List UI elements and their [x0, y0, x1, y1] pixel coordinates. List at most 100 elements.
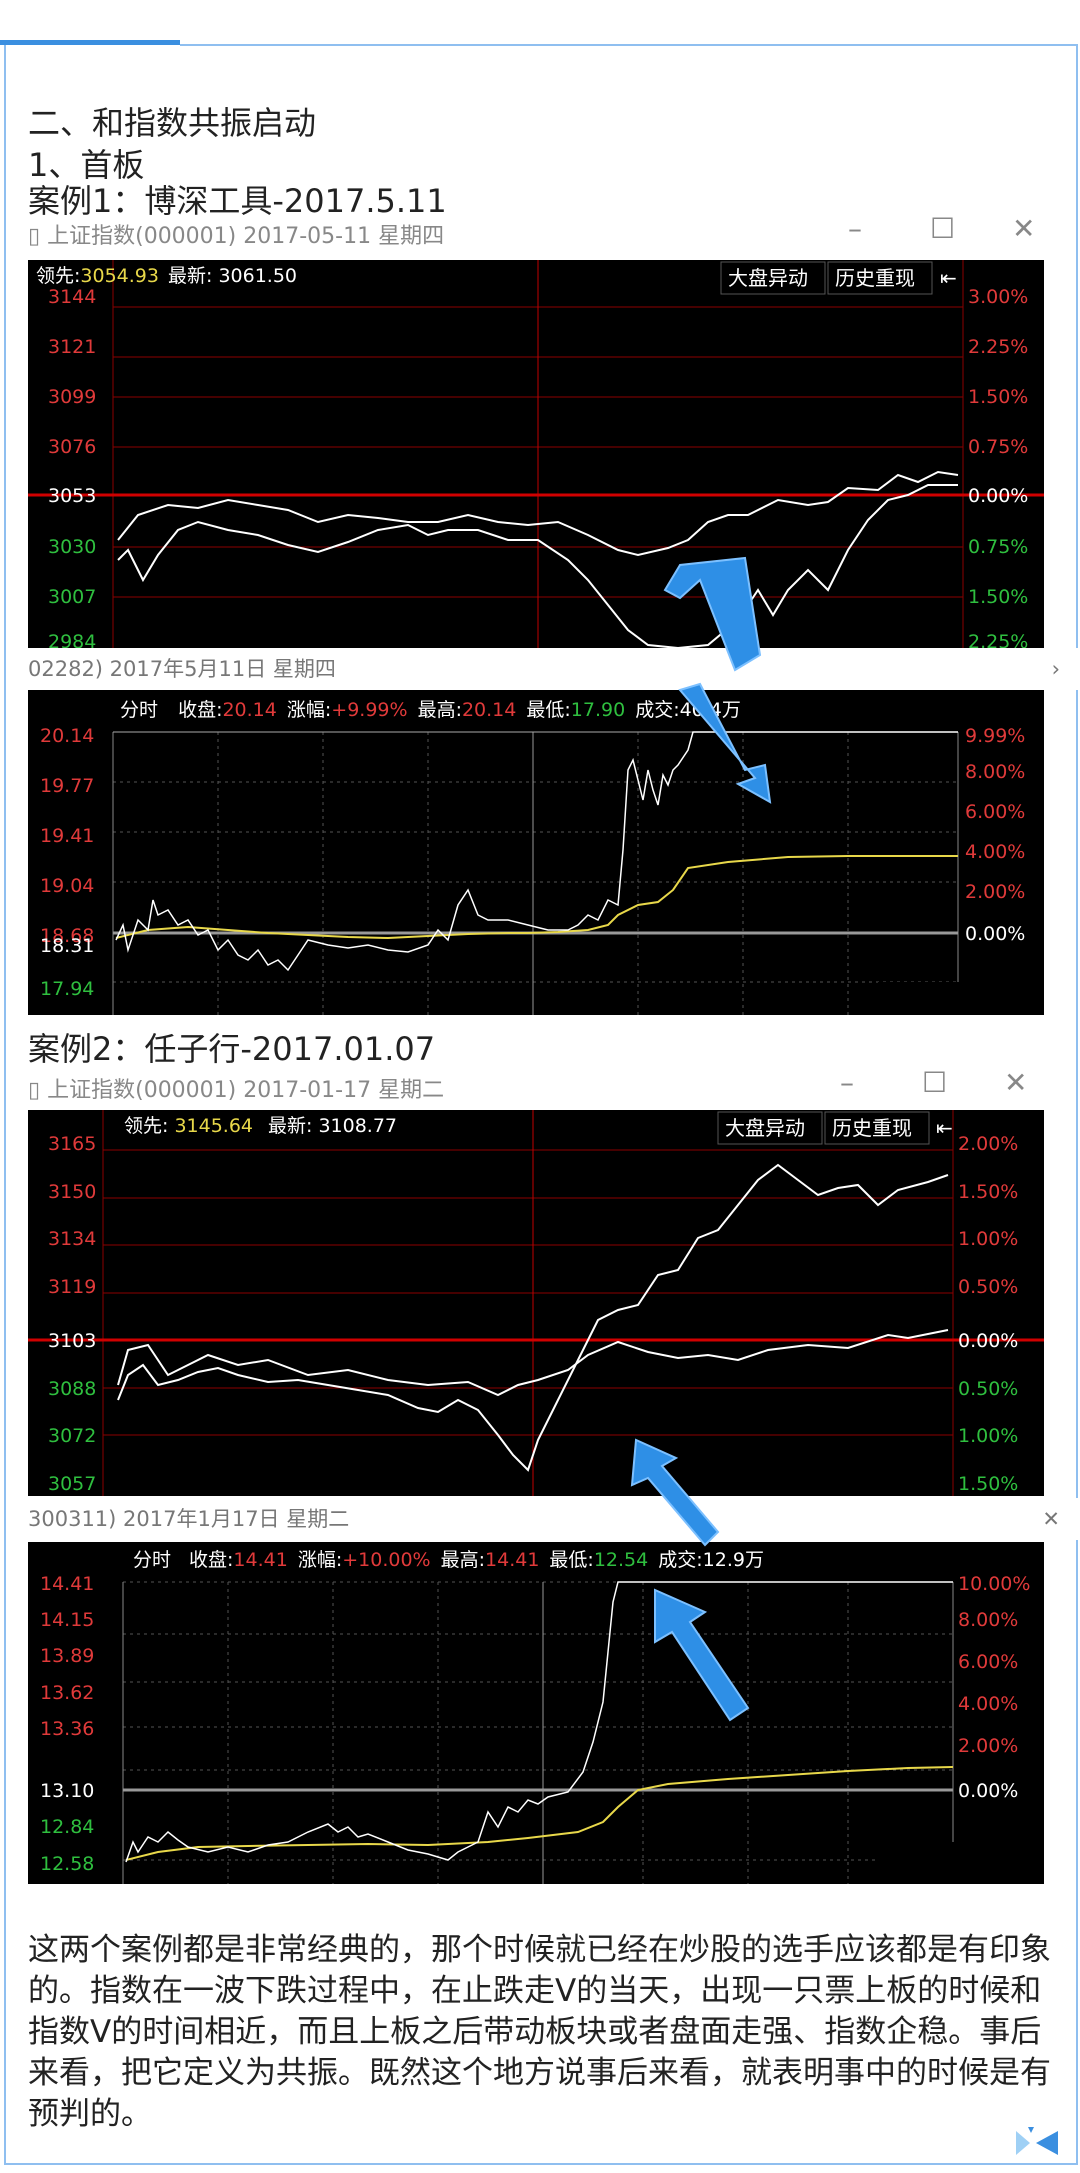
market-anomaly-button[interactable]: 大盘异动	[725, 1116, 805, 1140]
price-line	[125, 1581, 953, 1863]
y-tick: 3103	[48, 1330, 96, 1352]
y-tick: 3134	[48, 1228, 96, 1250]
chart-footer	[878, 982, 1018, 1015]
y-tick: 3072	[48, 1425, 96, 1447]
y-tick: 20.14	[40, 725, 94, 747]
y-tick-pct: 4.00%	[965, 841, 1025, 863]
y-tick: 3007	[48, 586, 96, 608]
history-replay-button[interactable]: 历史重现	[835, 266, 915, 290]
subsection-heading: 1、首板	[28, 146, 145, 184]
case2-arrows	[630, 1438, 750, 1722]
case2-lead: 领先: 3145.64	[124, 1115, 253, 1137]
y-tick-pct: 1.00%	[958, 1228, 1018, 1250]
y-tick-pct: 6.00%	[958, 1651, 1018, 1673]
y-tick: 3088	[48, 1378, 96, 1400]
avg-price-line	[115, 855, 958, 940]
y-tick: 13.62	[40, 1682, 94, 1704]
back-icon[interactable]: ⇤	[936, 1116, 953, 1140]
maximize-icon[interactable]: ☐	[930, 212, 956, 245]
y-tick: 13.89	[40, 1645, 94, 1667]
y-tick: 17.94	[40, 978, 94, 1000]
history-replay-button[interactable]: 历史重现	[832, 1116, 912, 1140]
case1-arrows	[663, 556, 772, 804]
y-tick-pct: 0.50%	[958, 1378, 1018, 1400]
case2-index-chart: 领先: 3145.64 最新: 3108.77 大盘异动 历史重现 ⇤ 3165…	[28, 1110, 1044, 1496]
index-line-a	[117, 470, 959, 557]
chart-footer	[878, 1842, 1044, 1884]
y-tick-pct: 6.00%	[965, 801, 1025, 823]
y-tick-pct: 2.00%	[958, 1133, 1018, 1155]
case1-label: 案例1：博深工具-2017.5.11	[28, 182, 447, 220]
y-tick: 3076	[48, 436, 96, 458]
case2-stock-chart: 分时 收盘:14.41 涨幅:+10.00% 最高:14.41 最低:12.54 成交:1…	[28, 1542, 1044, 1884]
y-tick: 2984	[48, 631, 96, 648]
y-tick: 12.58	[40, 1853, 94, 1875]
close-icon[interactable]: ✕	[1042, 1507, 1060, 1531]
y-tick: 3057	[48, 1473, 96, 1495]
back-icon[interactable]: ⇤	[940, 266, 957, 290]
y-tick: 3144	[48, 286, 96, 308]
y-tick-pct: 0.75%	[968, 436, 1028, 458]
content-frame	[4, 45, 1078, 2165]
index-line-a	[117, 1329, 949, 1397]
case2-stock-header: 300311) 2017年1月17日 星期二 ✕	[28, 1498, 1078, 1540]
minimize-icon[interactable]: –	[840, 1066, 854, 1099]
y-tick: 19.77	[40, 775, 94, 797]
y-tick: 3099	[48, 386, 96, 408]
header-accent-bar	[0, 40, 180, 45]
y-tick: 3119	[48, 1276, 96, 1298]
y-tick-pct: 0.75%	[968, 536, 1028, 558]
chevron-right-icon[interactable]: ›	[1051, 657, 1060, 681]
y-tick: 3150	[48, 1181, 96, 1203]
minimize-icon[interactable]: –	[848, 212, 862, 245]
y-tick-pct: 2.25%	[968, 336, 1028, 358]
section-heading: 二、和指数共振启动	[28, 104, 317, 142]
y-tick-pct: 3.00%	[968, 286, 1028, 308]
y-tick: 13.10	[40, 1780, 94, 1802]
y-tick-pct: 2.00%	[965, 881, 1025, 903]
y-tick: 19.41	[40, 825, 94, 847]
y-tick-pct: 0.00%	[958, 1780, 1018, 1802]
y-tick-pct: 0.00%	[958, 1330, 1018, 1352]
case1-window-title: ▯ 上证指数(000001) 2017-05-11 星期四	[28, 224, 445, 249]
arrow-icon	[654, 1588, 750, 1722]
y-tick-pct: 1.50%	[958, 1181, 1018, 1203]
y-tick-pct: 9.99%	[965, 725, 1025, 747]
y-tick-pct: 10.00%	[958, 1573, 1030, 1595]
logo-icon	[1016, 2127, 1058, 2155]
y-tick-pct: 1.00%	[958, 1425, 1018, 1447]
price-line	[115, 731, 958, 972]
y-tick-pct: 4.00%	[958, 1693, 1018, 1715]
close-icon[interactable]: ✕	[1012, 212, 1036, 245]
arrow-icon	[630, 1438, 720, 1547]
case2-latest: 最新: 3108.77	[268, 1115, 397, 1137]
y-tick-pct: 0.00%	[965, 923, 1025, 945]
close-icon[interactable]: ✕	[1004, 1066, 1028, 1099]
y-tick: 14.15	[40, 1609, 94, 1631]
index-line-b	[117, 1163, 949, 1472]
body-paragraph: 这两个案例都是非常经典的，那个时候就已经在炒股的选手应该都是有印象的。指数在一波…	[28, 1932, 1051, 2132]
maximize-icon[interactable]: ☐	[922, 1066, 948, 1099]
case1-latest: 最新: 3061.50	[168, 265, 297, 287]
frame-top-border	[180, 44, 1078, 46]
arrow-icon	[678, 682, 772, 804]
y-tick: 3053	[48, 485, 96, 507]
case1-stock-chart: 分时 收盘:20.14涨幅:+9.99%最高:20.14最低:17.90成交:4…	[28, 690, 1044, 1015]
y-tick: 18.31	[40, 935, 94, 957]
y-tick: 18.68	[40, 925, 94, 947]
y-tick-pct: 1.50%	[968, 386, 1028, 408]
case1-stock-header: 02282) 2017年5月11日 星期四 ›	[28, 648, 1078, 690]
y-tick: 12.84	[40, 1816, 94, 1838]
y-tick: 3030	[48, 536, 96, 558]
y-tick-pct: 1.50%	[968, 586, 1028, 608]
stock-stats: 分时 收盘:20.14涨幅:+9.99%最高:20.14最低:17.90成交:4…	[120, 699, 741, 721]
y-tick: 3165	[48, 1133, 96, 1155]
case2-window-title: ▯ 上证指数(000001) 2017-01-17 星期二	[28, 1078, 445, 1103]
y-tick-pct: 2.25%	[968, 631, 1028, 648]
index-line-b	[117, 484, 958, 648]
market-anomaly-button[interactable]: 大盘异动	[728, 266, 808, 290]
y-tick-pct: 8.00%	[965, 761, 1025, 783]
arrow-icon	[663, 556, 762, 672]
y-tick-pct: 0.00%	[968, 485, 1028, 507]
y-tick-pct: 0.50%	[958, 1276, 1018, 1298]
